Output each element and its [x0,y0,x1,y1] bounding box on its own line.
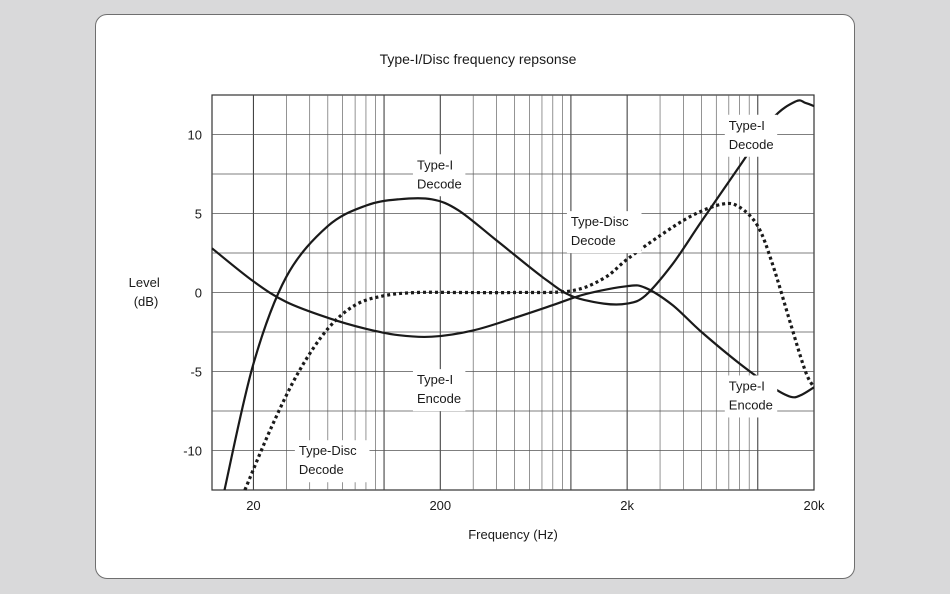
annotation-type-i-encode: Type-I Encode [724,375,778,418]
annotation-line: Type-I [417,157,453,172]
annotation-line: Decode [299,462,344,477]
annotation-type-disc-decode: Type-Disc Decode [566,211,642,254]
y-axis-label: Level (dB) [129,275,164,309]
curves [211,99,816,491]
y-axis-label-line-1: Level [129,275,160,290]
x-tick-labels: 20 200 2k 20k [246,498,825,513]
y-tick-label: -10 [183,444,202,459]
x-tick-label: 2k [620,498,634,513]
chart-title: Type-I/Disc frequency repsonse [380,51,577,67]
annotation-type-disc-decode: Type-Disc Decode [294,440,370,483]
y-tick-label: 5 [195,207,202,222]
frequency-response-chart: Type-I/Disc frequency repsonse Type-I Dec… [129,51,825,542]
x-axis-label: Frequency (Hz) [468,527,558,542]
x-tick-label: 20k [804,498,825,513]
annotation-line: Type-I [729,378,765,393]
series-type-i-encode [211,247,815,399]
y-axis-label-line-2: (dB) [134,294,159,309]
grid [211,94,815,491]
annotation-line: Type-Disc [299,443,357,458]
annotation-line: Encode [729,397,773,412]
y-tick-label: -5 [190,365,202,380]
y-tick-labels: 10 5 0 -5 -10 [183,128,202,459]
annotation-line: Decode [571,233,616,248]
annotation-line: Type-I [729,118,765,133]
annotation-line: Encode [417,391,461,406]
annotation-line: Type-I [417,372,453,387]
annotation-line: Decode [729,137,774,152]
chart-card: Type-I/Disc frequency repsonse Type-I Dec… [95,14,855,579]
annotation-line: Type-Disc [571,214,629,229]
annotation-line: Decode [417,176,462,191]
x-tick-label: 20 [246,498,260,513]
series-type-i-decode [223,99,815,491]
annotation-type-i-decode: Type-I Decode [724,114,778,157]
x-tick-label: 200 [429,498,451,513]
y-tick-label: 0 [195,286,202,301]
annotation-type-i-decode: Type-I Decode [412,154,466,197]
annotations: Type-IDecodeType-DiscDecodeType-IDecodeT… [294,114,778,483]
annotation-type-i-encode: Type-I Encode [412,369,466,412]
y-tick-label: 10 [188,128,202,143]
